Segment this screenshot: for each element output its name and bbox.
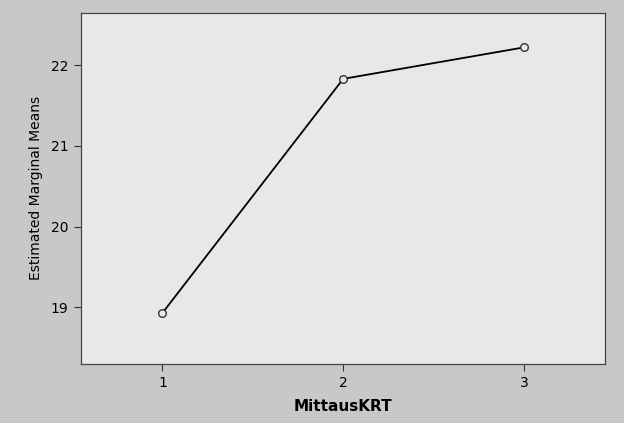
- Y-axis label: Estimated Marginal Means: Estimated Marginal Means: [29, 96, 42, 280]
- X-axis label: MittausKRT: MittausKRT: [294, 398, 392, 414]
